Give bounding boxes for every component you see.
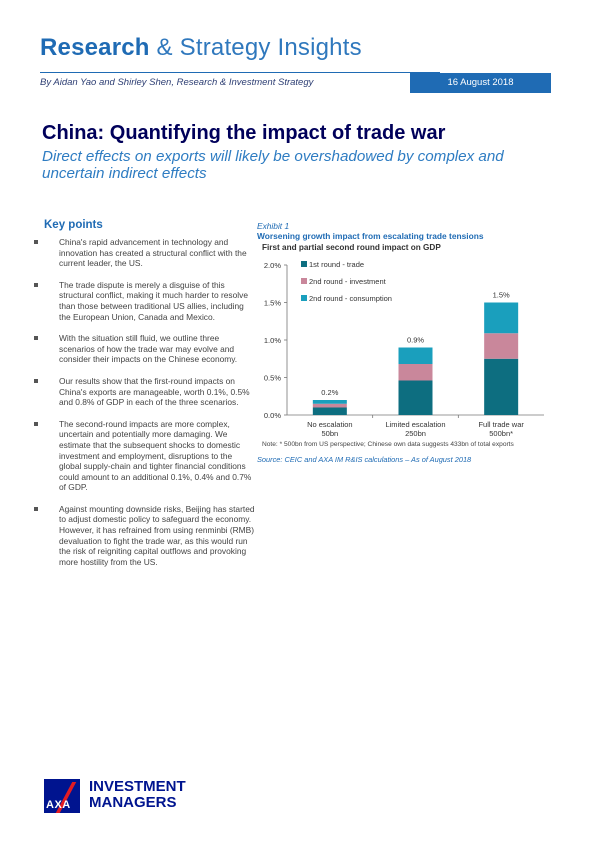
- company-name-line1: INVESTMENT: [89, 778, 186, 795]
- key-point: The trade dispute is merely a disguise o…: [34, 280, 256, 322]
- category-label: Full trade war: [478, 420, 524, 429]
- key-point: Against mounting downside risks, Beijing…: [34, 504, 256, 568]
- date-badge: 16 August 2018: [410, 73, 551, 93]
- chart-title: First and partial second round impact on…: [262, 243, 441, 252]
- bar-segment: [398, 380, 433, 415]
- y-tick-label: 0.5%: [264, 374, 281, 383]
- legend-swatch: [301, 261, 307, 267]
- bar-segment: [484, 302, 519, 334]
- legend-label: 2nd round - consumption: [309, 294, 392, 303]
- bullet-icon: [34, 336, 38, 341]
- category-label: 50bn: [321, 429, 338, 438]
- exhibit-title: Worsening growth impact from escalating …: [257, 231, 484, 241]
- bar-segment: [484, 358, 519, 415]
- key-point-text: The trade dispute is merely a disguise o…: [59, 279, 248, 322]
- key-point-text: China's rapid advancement in technology …: [59, 237, 247, 269]
- logo-lettering: AXA: [46, 799, 71, 811]
- page-subtitle: Direct effects on exports will likely be…: [42, 148, 504, 182]
- legend-swatch: [301, 278, 307, 284]
- y-tick-label: 1.5%: [264, 299, 281, 308]
- key-point-text: Against mounting downside risks, Beijing…: [59, 503, 255, 567]
- category-label: No escalation: [307, 420, 352, 429]
- key-point: With the situation still fluid, we outli…: [34, 333, 256, 365]
- category-label: 500bn*: [489, 429, 513, 438]
- y-tick-label: 0.0%: [264, 411, 281, 420]
- key-points-heading: Key points: [44, 219, 103, 231]
- chart-source: Source: CEIC and AXA IM R&IS calculation…: [257, 455, 472, 464]
- masthead-subtitle: & Strategy Insights: [156, 34, 362, 61]
- y-tick-label: 2.0%: [264, 261, 281, 270]
- bar-segment: [312, 407, 347, 415]
- key-points-list: China's rapid advancement in technology …: [34, 237, 256, 578]
- company-name: INVESTMENT MANAGERS: [89, 779, 186, 811]
- axa-logo: AXA: [44, 779, 80, 813]
- legend-label: 2nd round - investment: [309, 277, 387, 286]
- key-point: The second-round impacts are more comple…: [34, 419, 256, 493]
- key-point-text: Our results show that the first-round im…: [59, 375, 250, 408]
- category-label: 250bn: [405, 429, 426, 438]
- data-label: 0.2%: [321, 388, 338, 397]
- bar-segment: [398, 347, 433, 364]
- exhibit-label: Exhibit 1: [257, 221, 290, 231]
- bar-segment: [312, 400, 347, 404]
- company-name-line2: MANAGERS: [89, 794, 177, 811]
- key-point-text: With the situation still fluid, we outli…: [59, 333, 238, 365]
- data-label: 1.5%: [493, 291, 510, 300]
- masthead: Research & Strategy Insights: [40, 34, 362, 62]
- legend-label: 1st round - trade: [309, 260, 364, 269]
- key-point-text: The second-round impacts are more comple…: [59, 418, 252, 493]
- masthead-brand: Research: [40, 34, 150, 61]
- y-tick-label: 1.0%: [264, 336, 281, 345]
- bullet-icon: [34, 421, 38, 426]
- key-point: Our results show that the first-round im…: [34, 376, 256, 408]
- chart-note: Note: * 500bn from US perspective; Chine…: [262, 441, 514, 448]
- category-label: Limited escalation: [385, 420, 445, 429]
- bullet-icon: [34, 378, 38, 383]
- key-point: China's rapid advancement in technology …: [34, 237, 256, 269]
- bar-segment: [312, 403, 347, 408]
- bullet-icon: [34, 506, 38, 511]
- bullet-icon: [34, 282, 38, 287]
- stacked-bar-chart: 0.0% 0.5% 1.0% 1.5% 2.0% 0.2% No escalation50b…: [264, 260, 544, 438]
- data-label: 0.9%: [407, 336, 424, 345]
- header-rule: [40, 72, 440, 73]
- page-title: China: Quantifying the impact of trade w…: [42, 122, 446, 144]
- legend-swatch: [301, 295, 307, 301]
- byline: By Aidan Yao and Shirley Shen, Research …: [40, 77, 314, 88]
- bar-segment: [484, 333, 519, 359]
- bar-segment: [398, 364, 433, 381]
- bullet-icon: [34, 240, 38, 244]
